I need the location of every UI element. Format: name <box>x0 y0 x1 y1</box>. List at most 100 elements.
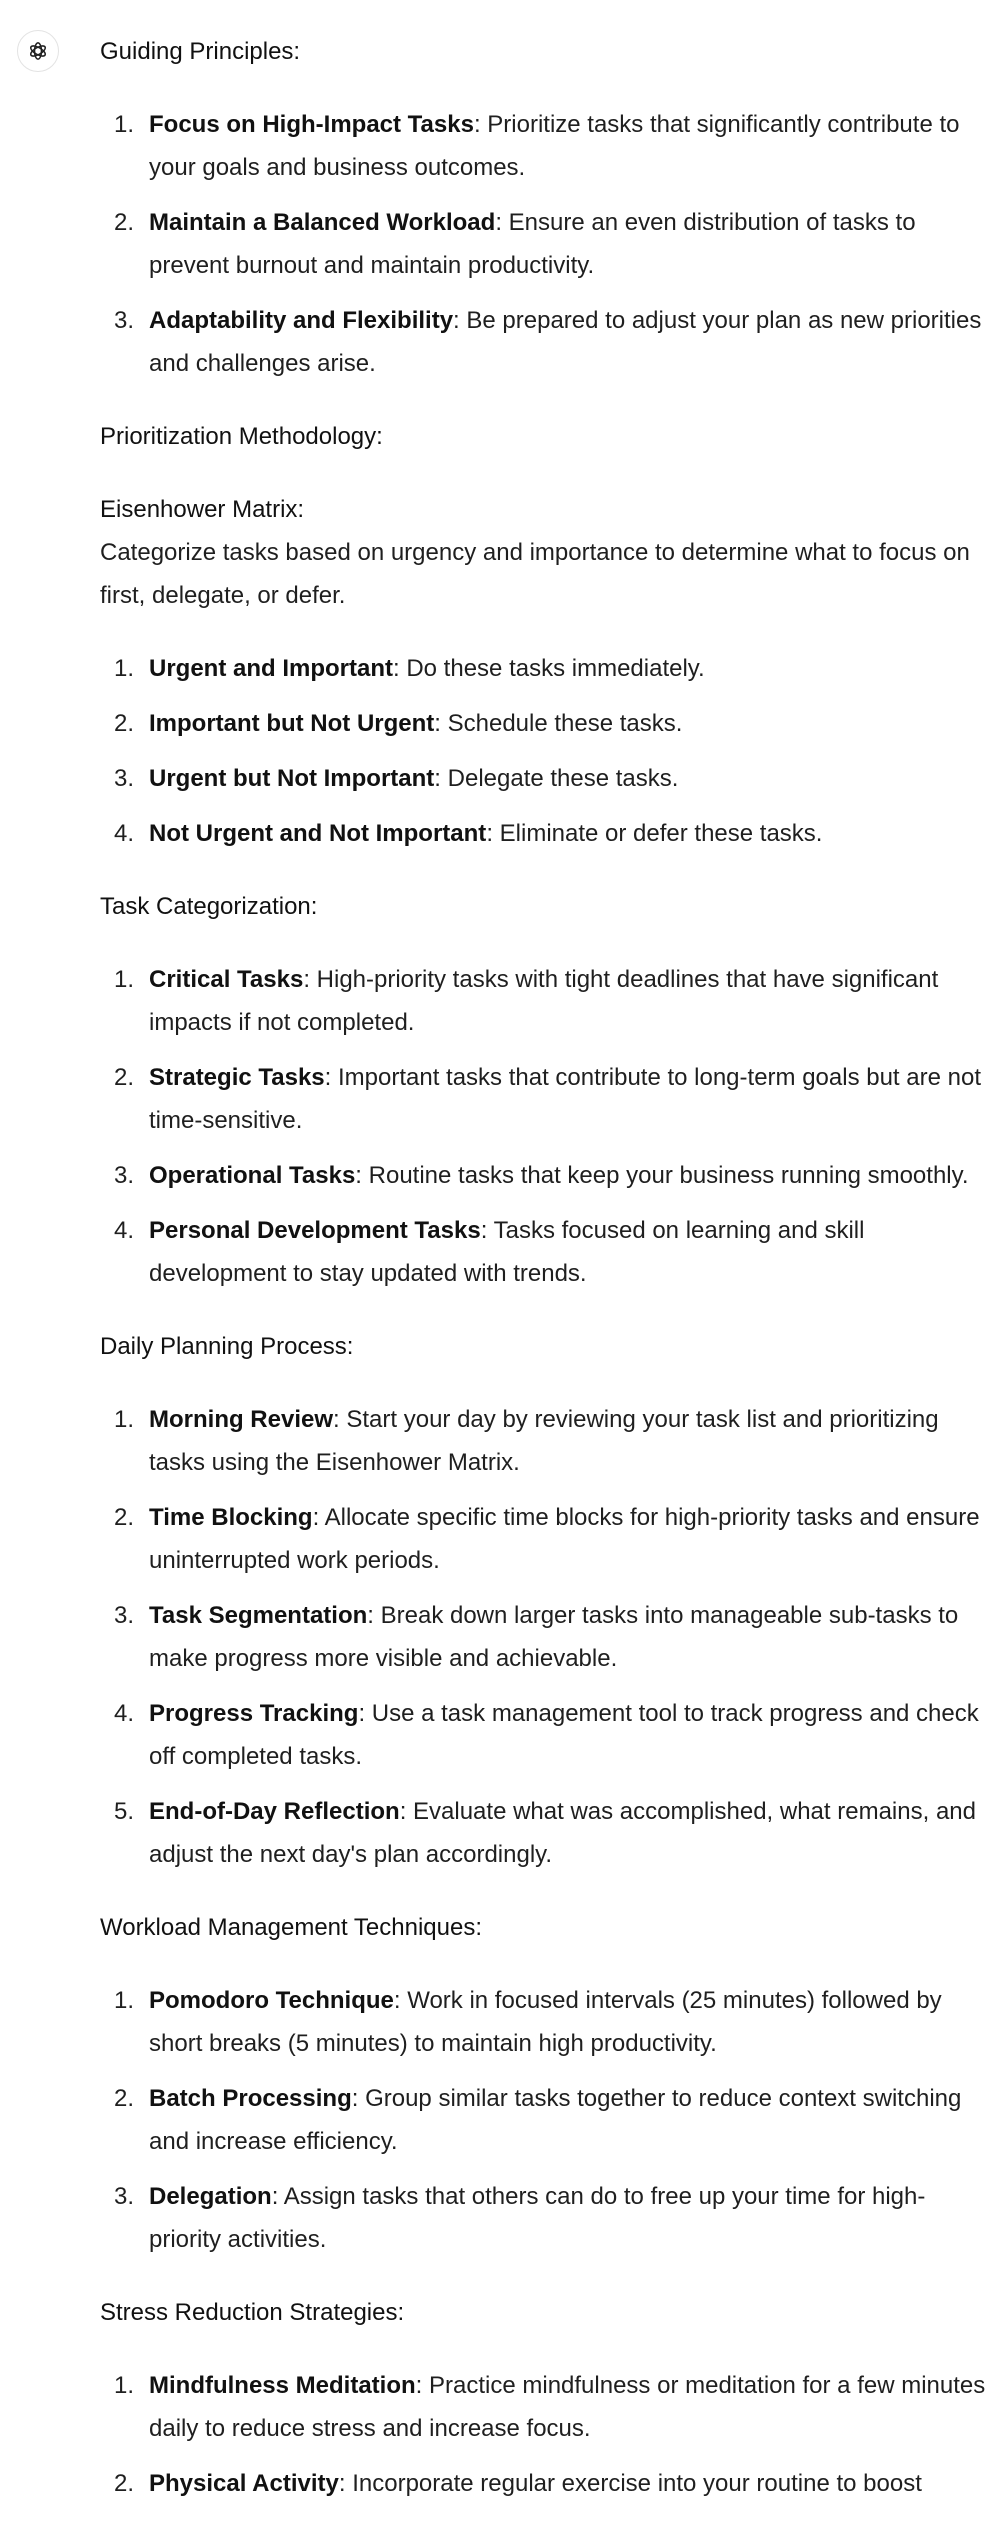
list-item: 2. Time Blocking: Allocate specific time … <box>100 1496 988 1582</box>
list-number: 3. <box>114 765 135 792</box>
list-number: 1. <box>114 111 135 138</box>
eisenhower-label: Eisenhower Matrix <box>100 496 298 523</box>
assistant-avatar <box>17 30 59 72</box>
list-desc: : Practice mindfulness or meditation for… <box>149 2372 986 2442</box>
section-title-stress-reduction: Stress Reduction Strategies: <box>100 2299 405 2326</box>
list-term: Adaptability and Flexibility <box>149 307 454 334</box>
list-number: 2. <box>114 2470 135 2497</box>
list-number: 3. <box>114 1162 135 1189</box>
list-desc: : Tasks focused on learning and skill de… <box>149 1217 865 1287</box>
list-number: 4. <box>114 1217 135 1244</box>
list-term: Physical Activity <box>149 2470 339 2497</box>
list-desc: : High-priority tasks with tight deadlin… <box>149 966 939 1036</box>
list-desc: : Group similar tasks together to reduce… <box>149 2085 962 2155</box>
list-desc: : Prioritize tasks that significantly co… <box>149 111 960 181</box>
list-number: 1. <box>114 1406 135 1433</box>
list-number: 5. <box>114 1798 135 1825</box>
list-desc: : Incorporate regular exercise into your… <box>338 2470 922 2497</box>
list-desc: : Important tasks that contribute to lon… <box>149 1064 981 1134</box>
eisenhower-description: Categorize tasks based on urgency and im… <box>100 539 970 609</box>
list-item: 3. Task Segmentation: Break down larger t… <box>100 1594 988 1680</box>
list-term: Delegation <box>149 2183 272 2210</box>
list-number: 3. <box>114 307 135 334</box>
list-term: Time Blocking <box>149 1504 313 1531</box>
list-term: Urgent and Important <box>149 655 393 682</box>
list-desc: : Be prepared to adjust your plan as new… <box>149 307 982 377</box>
list-desc: : Schedule these tasks. <box>434 710 683 737</box>
list-item: 2. Strategic Tasks: Important tasks that … <box>100 1056 988 1142</box>
eisenhower-list: 1. Urgent and Important: Do these tasks i… <box>100 647 988 855</box>
list-item: 3. Adaptability and Flexibility: Be prepa… <box>100 299 988 385</box>
list-term: Maintain a Balanced Workload <box>149 209 496 236</box>
list-term: Critical Tasks <box>149 966 304 993</box>
list-item: 1. Urgent and Important: Do these tasks i… <box>100 647 988 690</box>
list-number: 1. <box>114 966 135 993</box>
list-number: 3. <box>114 2183 135 2210</box>
list-term: Strategic Tasks <box>149 1064 325 1091</box>
list-item: 2. Maintain a Balanced Workload: Ensure a… <box>100 201 988 287</box>
list-item: 3. Operational Tasks: Routine tasks that … <box>100 1154 988 1197</box>
daily-planning-list: 1. Morning Review: Start your day by revi… <box>100 1398 988 1876</box>
list-item: 1. Mindfulness Meditation: Practice mindf… <box>100 2364 988 2450</box>
list-desc: : Delegate these tasks. <box>434 765 679 792</box>
list-term: Urgent but Not Important <box>149 765 435 792</box>
list-item: 3. Urgent but Not Important: Delegate the… <box>100 757 988 800</box>
list-item: 1. Critical Tasks: High-priority tasks wi… <box>100 958 988 1044</box>
list-number: 2. <box>114 710 135 737</box>
task-categorization-list: 1. Critical Tasks: High-priority tasks wi… <box>100 958 988 1295</box>
subsection-title-eisenhower: Eisenhower Matrix: <box>100 488 988 531</box>
list-number: 2. <box>114 1504 135 1531</box>
list-term: Mindfulness Meditation <box>149 2372 416 2399</box>
list-desc: : Start your day by reviewing your task … <box>149 1406 939 1476</box>
list-term: Operational Tasks <box>149 1162 356 1189</box>
list-item: 2. Important but Not Urgent: Schedule the… <box>100 702 988 745</box>
list-number: 1. <box>114 2372 135 2399</box>
list-desc: : Assign tasks that others can do to fre… <box>149 2183 926 2253</box>
workload-management-list: 1. Pomodoro Technique: Work in focused in… <box>100 1979 988 2261</box>
list-term: Progress Tracking <box>149 1700 359 1727</box>
list-item: 2. Batch Processing: Group similar tasks … <box>100 2077 988 2163</box>
list-number: 4. <box>114 1700 135 1727</box>
list-number: 2. <box>114 1064 135 1091</box>
section-title-task-categorization: Task Categorization: <box>100 893 318 920</box>
list-item: 4. Not Urgent and Not Important: Eliminat… <box>100 812 988 855</box>
guiding-principles-list: 1. Focus on High-Impact Tasks: Prioritize… <box>100 103 988 385</box>
list-term: Pomodoro Technique <box>149 1987 394 2014</box>
eisenhower-colon: : <box>297 496 305 523</box>
section-title-daily-planning: Daily Planning Process: <box>100 1333 354 1360</box>
section-title-prioritization: Prioritization Methodology: <box>100 423 383 450</box>
list-item: 3. Delegation: Assign tasks that others c… <box>100 2175 988 2261</box>
list-item: 4. Progress Tracking: Use a task manageme… <box>100 1692 988 1778</box>
assistant-message: Guiding Principles: 1. Focus on High-Impa… <box>100 30 988 2535</box>
list-term: Batch Processing <box>149 2085 352 2112</box>
list-item: 1. Focus on High-Impact Tasks: Prioritize… <box>100 103 988 189</box>
list-desc: : Routine tasks that keep your business … <box>355 1162 969 1189</box>
list-number: 1. <box>114 655 135 682</box>
list-number: 2. <box>114 209 135 236</box>
openai-logo-icon <box>29 42 47 60</box>
list-number: 2. <box>114 2085 135 2112</box>
list-item: 2. Physical Activity: Incorporate regular… <box>100 2462 988 2505</box>
list-desc: : Evaluate what was accomplished, what r… <box>149 1798 976 1868</box>
list-term: Morning Review <box>149 1406 334 1433</box>
list-desc: : Allocate specific time blocks for high… <box>149 1504 980 1574</box>
list-item: 1. Morning Review: Start your day by revi… <box>100 1398 988 1484</box>
list-desc: : Do these tasks immediately. <box>393 655 705 682</box>
list-term: Task Segmentation <box>149 1602 368 1629</box>
list-desc: : Work in focused intervals (25 minutes)… <box>149 1987 942 2057</box>
list-item: 4. Personal Development Tasks: Tasks focu… <box>100 1209 988 1295</box>
section-title-workload-management: Workload Management Techniques: <box>100 1914 483 1941</box>
list-desc: : Ensure an even distribution of tasks t… <box>149 209 916 279</box>
list-desc: : Break down larger tasks into manageabl… <box>149 1602 959 1672</box>
list-number: 3. <box>114 1602 135 1629</box>
list-number: 1. <box>114 1987 135 2014</box>
list-item: 5. End-of-Day Reflection: Evaluate what w… <box>100 1790 988 1876</box>
list-desc: : Use a task management tool to track pr… <box>149 1700 979 1770</box>
section-title-guiding-principles: Guiding Principles: <box>100 38 301 65</box>
list-number: 4. <box>114 820 135 847</box>
list-item: 1. Pomodoro Technique: Work in focused in… <box>100 1979 988 2065</box>
list-term: Not Urgent and Not Important <box>149 820 487 847</box>
list-term: Personal Development Tasks <box>149 1217 481 1244</box>
list-term: Focus on High-Impact Tasks <box>149 111 474 138</box>
list-desc: : Eliminate or defer these tasks. <box>486 820 823 847</box>
